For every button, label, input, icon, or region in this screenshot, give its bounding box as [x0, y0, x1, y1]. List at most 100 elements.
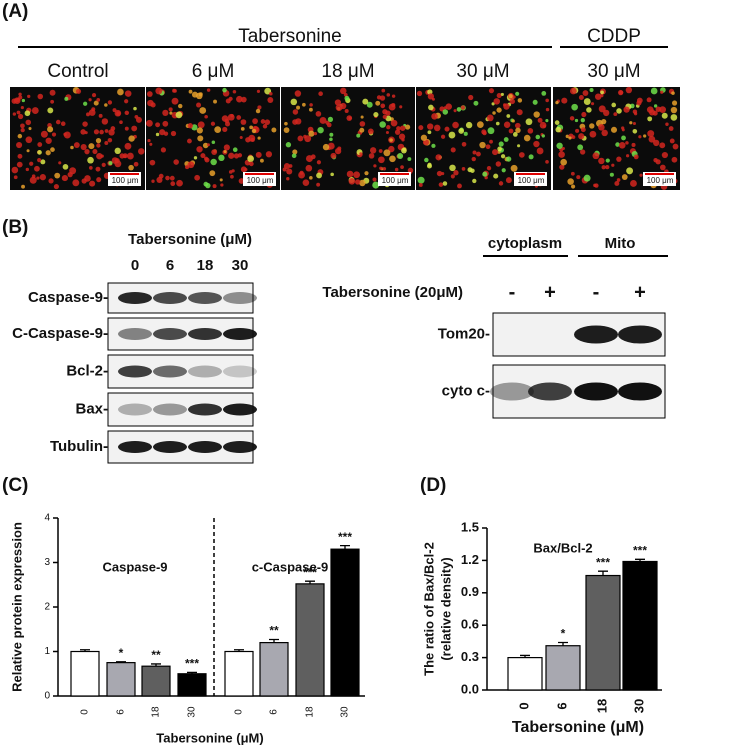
cell — [202, 142, 209, 149]
cell — [659, 164, 666, 171]
cell — [151, 179, 155, 183]
cell — [93, 100, 99, 106]
cell — [372, 177, 377, 182]
cell — [442, 109, 449, 115]
cell — [616, 108, 622, 114]
error-bar — [635, 558, 645, 562]
cell — [516, 109, 523, 116]
cell — [126, 152, 134, 160]
cell — [50, 147, 55, 152]
significance: *** — [185, 657, 199, 671]
cell — [359, 127, 365, 133]
cell — [394, 129, 401, 135]
cell — [388, 145, 395, 153]
cell — [457, 183, 462, 189]
cell — [119, 120, 123, 125]
cell — [448, 131, 456, 139]
cell — [456, 107, 462, 112]
cell — [491, 102, 495, 106]
cell — [598, 105, 606, 113]
cell — [239, 135, 243, 140]
cell — [560, 158, 568, 166]
cell — [344, 95, 350, 101]
cell — [64, 96, 69, 101]
cell — [149, 142, 153, 146]
cell — [545, 98, 549, 103]
cell — [155, 87, 163, 95]
cell — [302, 179, 310, 186]
blot-row-label: Tom20- — [438, 325, 490, 342]
cell — [381, 88, 386, 93]
cell — [621, 174, 628, 180]
cell — [366, 101, 373, 108]
cell — [533, 140, 540, 148]
cell — [119, 153, 125, 159]
cell — [498, 181, 504, 186]
y-tick-label: 2 — [44, 602, 50, 613]
cell — [58, 161, 62, 165]
cell — [489, 139, 493, 144]
cell — [25, 119, 32, 126]
cell — [525, 118, 533, 126]
cell — [561, 147, 565, 151]
y-tick-label: 0 — [44, 691, 50, 702]
cell — [214, 126, 222, 134]
cell — [354, 179, 361, 185]
cell — [368, 153, 375, 159]
cell — [99, 129, 104, 135]
error-bar — [151, 663, 161, 667]
cell — [93, 129, 100, 135]
cell — [227, 113, 235, 121]
cell — [379, 166, 383, 170]
cell — [20, 123, 25, 129]
cell — [452, 121, 459, 129]
cell — [305, 164, 313, 172]
cell — [240, 119, 247, 125]
cell — [638, 135, 642, 139]
cell — [309, 103, 313, 107]
cell — [25, 136, 33, 144]
significance: * — [561, 627, 566, 641]
bar — [585, 574, 621, 691]
cell — [175, 111, 183, 119]
cell — [461, 141, 467, 147]
cell — [510, 164, 518, 172]
cell — [360, 115, 364, 119]
error-bar — [187, 671, 197, 674]
cell — [577, 144, 584, 151]
cell — [536, 147, 544, 155]
x-tick-label: 6 — [269, 709, 280, 715]
cell — [422, 139, 430, 146]
cell — [26, 149, 30, 153]
cell — [618, 141, 626, 149]
cell — [609, 172, 614, 177]
cell — [379, 121, 386, 128]
bar — [70, 650, 100, 697]
y-tick-label: 1 — [44, 646, 50, 657]
cell — [327, 142, 335, 150]
sign: - — [593, 281, 600, 303]
cell — [291, 153, 297, 159]
cell — [212, 184, 217, 189]
cell — [482, 171, 488, 177]
cell — [37, 142, 43, 147]
cell — [283, 127, 290, 133]
cell — [670, 106, 678, 114]
cell — [257, 105, 262, 110]
cell — [162, 120, 169, 127]
band — [188, 292, 222, 304]
cell — [250, 137, 255, 142]
cell — [605, 158, 610, 163]
panel-label: (A) — [2, 1, 28, 22]
cell — [570, 171, 575, 176]
cell — [343, 93, 348, 97]
blot-title: Tabersonine (μM) — [128, 231, 252, 248]
cell — [503, 103, 510, 110]
cell — [211, 140, 216, 145]
cell — [37, 93, 44, 100]
cell — [170, 130, 177, 137]
cell — [389, 155, 396, 163]
cell — [571, 184, 576, 189]
cell — [661, 151, 668, 159]
cell — [256, 89, 261, 93]
